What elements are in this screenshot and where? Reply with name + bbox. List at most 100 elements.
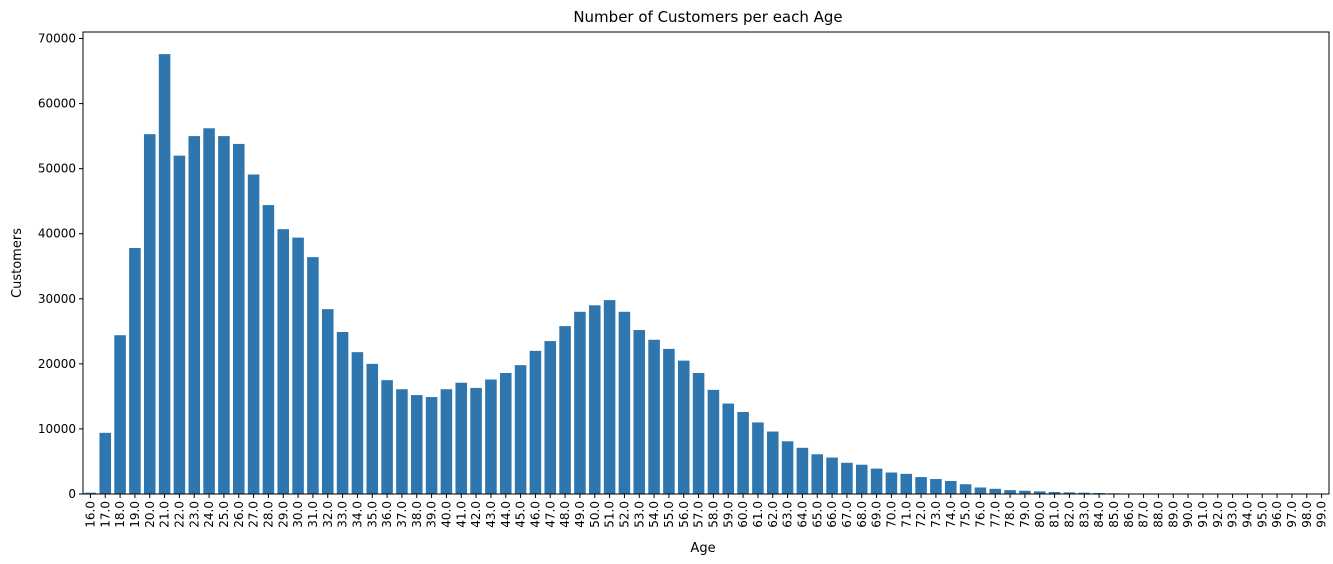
x-axis: 16.0 17.0 18.0 19.0 20.0 21.0 22.0 23.0 24.0 25.0… [83, 494, 1329, 528]
bar-age-18.0 [114, 335, 126, 494]
x-tick-label: 59.0 [721, 501, 735, 528]
x-tick-label: 86.0 [1122, 501, 1136, 528]
bar-age-49.0 [574, 311, 586, 494]
x-tick-label: 25.0 [217, 501, 231, 528]
y-tick-label: 60000 [38, 97, 76, 111]
bar-age-35.0 [366, 363, 379, 494]
x-tick-label: 99.0 [1315, 501, 1329, 528]
y-tick-label: 0 [68, 487, 76, 501]
x-tick-label: 97.0 [1285, 501, 1299, 528]
bar-age-76.0 [974, 487, 987, 494]
bar-age-20.0 [143, 134, 156, 494]
bar-age-80.0 [1033, 491, 1046, 494]
x-tick-label: 46.0 [528, 501, 542, 528]
bar-age-56.0 [677, 360, 690, 494]
bar-age-47.0 [544, 341, 557, 494]
x-tick-label: 96.0 [1270, 501, 1284, 528]
x-tick-label: 22.0 [172, 501, 186, 528]
x-tick-label: 28.0 [261, 501, 275, 528]
x-tick-label: 53.0 [632, 501, 646, 528]
x-tick-label: 31.0 [306, 501, 320, 528]
y-tick-label: 50000 [38, 162, 76, 176]
x-tick-label: 17.0 [98, 501, 112, 528]
x-tick-label: 90.0 [1181, 501, 1195, 528]
x-tick-label: 35.0 [365, 501, 379, 528]
x-tick-label: 62.0 [766, 501, 780, 528]
bar-age-25.0 [218, 136, 230, 495]
bar-age-77.0 [989, 488, 1002, 494]
bar-age-67.0 [841, 462, 853, 494]
x-tick-label: 68.0 [855, 501, 869, 528]
bar-age-17.0 [99, 432, 112, 494]
x-tick-label: 61.0 [751, 501, 765, 528]
bar-age-50.0 [588, 305, 601, 494]
bar-age-41.0 [455, 382, 468, 494]
x-tick-label: 24.0 [202, 501, 216, 528]
x-tick-label: 16.0 [83, 501, 97, 528]
bar-age-72.0 [915, 477, 927, 494]
x-tick-label: 34.0 [350, 501, 364, 528]
x-tick-label: 73.0 [929, 501, 943, 528]
bar-age-55.0 [663, 348, 675, 494]
x-tick-label: 26.0 [232, 501, 246, 528]
bar-age-52.0 [618, 311, 631, 494]
x-tick-label: 21.0 [158, 501, 172, 528]
x-tick-label: 70.0 [884, 501, 898, 528]
x-tick-label: 58.0 [706, 501, 720, 528]
bar-age-48.0 [559, 326, 571, 494]
x-tick-label: 83.0 [1077, 501, 1091, 528]
bar-age-43.0 [485, 379, 497, 494]
x-tick-label: 75.0 [959, 501, 973, 528]
bar-age-69.0 [870, 468, 883, 494]
x-tick-label: 66.0 [825, 501, 839, 528]
x-tick-label: 71.0 [899, 501, 913, 528]
x-tick-label: 65.0 [810, 501, 824, 528]
plot-frame [82, 31, 1330, 495]
bar-age-63.0 [781, 441, 794, 494]
x-axis-label: Age [690, 541, 715, 556]
bar-age-19.0 [129, 248, 141, 494]
bar-age-16.0 [84, 492, 97, 494]
x-tick-label: 19.0 [128, 501, 142, 528]
bar-age-60.0 [737, 412, 749, 494]
bar-age-73.0 [930, 479, 942, 494]
x-tick-label: 20.0 [143, 501, 157, 528]
x-tick-label: 95.0 [1255, 501, 1269, 528]
bar-age-65.0 [811, 454, 824, 494]
y-axis: 0 10000 20000 30000 40000 50000 60000 70000 [38, 32, 83, 501]
x-tick-label: 43.0 [484, 501, 498, 528]
x-tick-label: 82.0 [1062, 501, 1076, 528]
x-tick-label: 36.0 [380, 501, 394, 528]
y-tick-label: 70000 [38, 32, 76, 46]
x-tick-label: 98.0 [1300, 501, 1314, 528]
x-tick-label: 56.0 [677, 501, 691, 528]
bar-age-78.0 [1004, 490, 1016, 494]
x-tick-label: 32.0 [321, 501, 335, 528]
bar-age-66.0 [826, 457, 838, 494]
bar-age-34.0 [351, 352, 364, 494]
x-tick-label: 74.0 [944, 501, 958, 528]
bar-age-33.0 [336, 331, 349, 494]
x-tick-label: 54.0 [647, 501, 661, 528]
bar-age-53.0 [633, 330, 646, 494]
bar-age-29.0 [277, 229, 290, 494]
bar-age-37.0 [396, 389, 408, 494]
bar-age-21.0 [158, 54, 171, 495]
bar-age-23.0 [188, 136, 201, 495]
bar-age-74.0 [944, 480, 957, 494]
x-tick-label: 94.0 [1240, 501, 1254, 528]
bar-age-45.0 [514, 365, 527, 494]
x-tick-label: 92.0 [1211, 501, 1225, 528]
bar-age-38.0 [410, 395, 423, 494]
x-tick-label: 85.0 [1107, 501, 1121, 528]
x-tick-label: 33.0 [336, 501, 350, 528]
x-tick-label: 29.0 [276, 501, 290, 528]
bar-age-26.0 [232, 143, 245, 495]
x-tick-label: 72.0 [914, 501, 928, 528]
x-tick-label: 91.0 [1196, 501, 1210, 528]
x-tick-label: 67.0 [840, 501, 854, 528]
y-tick-label: 40000 [38, 227, 76, 241]
x-tick-label: 89.0 [1166, 501, 1180, 528]
x-tick-label: 76.0 [973, 501, 987, 528]
chart-title: Number of Customers per each Age [573, 8, 842, 26]
